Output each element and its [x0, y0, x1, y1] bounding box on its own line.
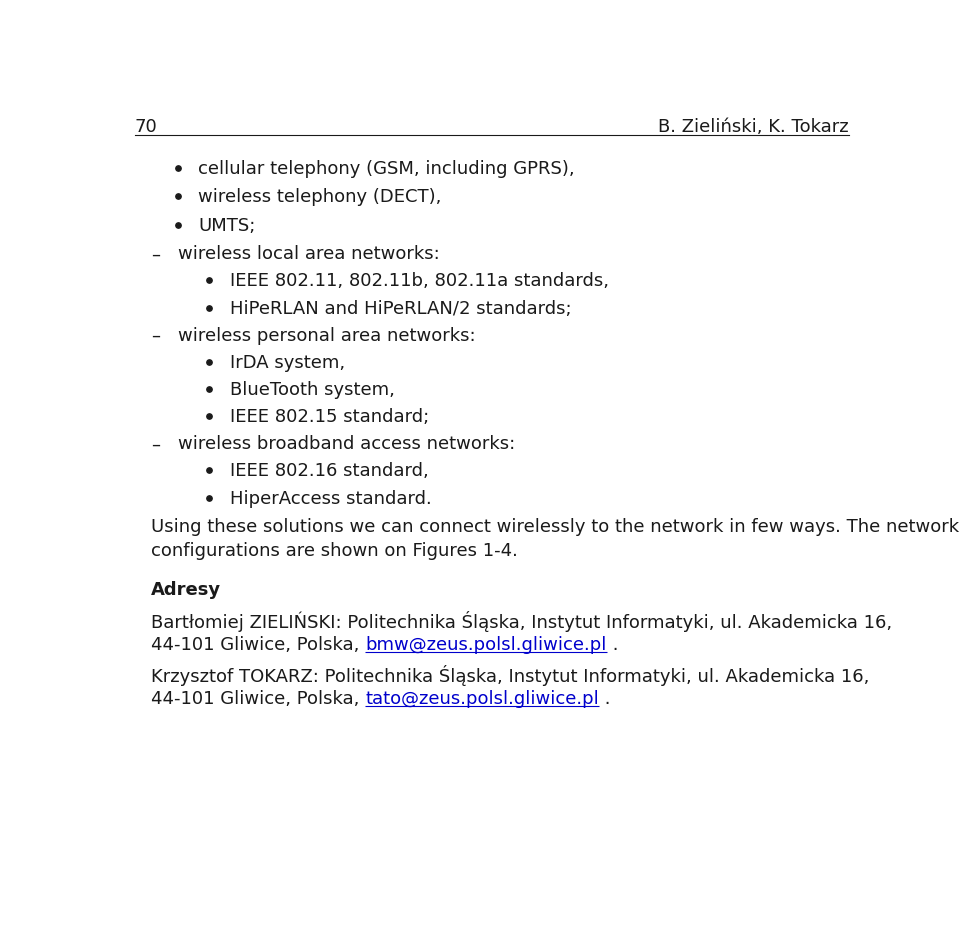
Text: BlueTooth system,: BlueTooth system,: [230, 381, 395, 399]
Text: tato@zeus.polsl.gliwice.pl: tato@zeus.polsl.gliwice.pl: [366, 690, 599, 707]
Text: wireless personal area networks:: wireless personal area networks:: [178, 326, 475, 344]
Text: Using these solutions we can connect wirelessly to the network in few ways. The : Using these solutions we can connect wir…: [152, 517, 959, 536]
Text: 70: 70: [134, 118, 157, 136]
Text: .: .: [599, 690, 611, 707]
Text: 44-101 Gliwice, Polska,: 44-101 Gliwice, Polska,: [152, 690, 366, 707]
Text: wireless broadband access networks:: wireless broadband access networks:: [178, 435, 516, 453]
Text: configurations are shown on Figures 1-4.: configurations are shown on Figures 1-4.: [152, 541, 518, 559]
Text: IEEE 802.11, 802.11b, 802.11a standards,: IEEE 802.11, 802.11b, 802.11a standards,: [230, 273, 609, 290]
Text: UMTS;: UMTS;: [198, 217, 255, 235]
Text: B. Zieliński, K. Tokarz: B. Zieliński, K. Tokarz: [659, 118, 849, 136]
Text: –: –: [152, 245, 160, 263]
Text: wireless telephony (DECT),: wireless telephony (DECT),: [198, 188, 442, 206]
Text: Krzysztof TOKARZ: Politechnika Śląska, Instytut Informatyki, ul. Akademicka 16,: Krzysztof TOKARZ: Politechnika Śląska, I…: [152, 665, 870, 686]
Text: HiPeRLAN and HiPeRLAN/2 standards;: HiPeRLAN and HiPeRLAN/2 standards;: [230, 299, 572, 317]
Text: bmw@zeus.polsl.gliwice.pl: bmw@zeus.polsl.gliwice.pl: [366, 635, 607, 654]
Text: HiperAccess standard.: HiperAccess standard.: [230, 489, 432, 507]
Text: wireless local area networks:: wireless local area networks:: [178, 245, 440, 263]
Text: –: –: [152, 326, 160, 344]
Text: IrDA system,: IrDA system,: [230, 353, 346, 372]
Text: Adresy: Adresy: [152, 580, 222, 599]
Text: .: .: [607, 635, 618, 654]
Text: 44-101 Gliwice, Polska,: 44-101 Gliwice, Polska,: [152, 635, 366, 654]
Text: IEEE 802.15 standard;: IEEE 802.15 standard;: [230, 408, 429, 425]
Text: –: –: [152, 435, 160, 453]
Text: cellular telephony (GSM, including GPRS),: cellular telephony (GSM, including GPRS)…: [198, 159, 575, 177]
Text: IEEE 802.16 standard,: IEEE 802.16 standard,: [230, 462, 429, 480]
Text: Bartłomiej ZIELIŃSKI: Politechnika Śląska, Instytut Informatyki, ul. Akademicka : Bartłomiej ZIELIŃSKI: Politechnika Śląsk…: [152, 610, 893, 631]
